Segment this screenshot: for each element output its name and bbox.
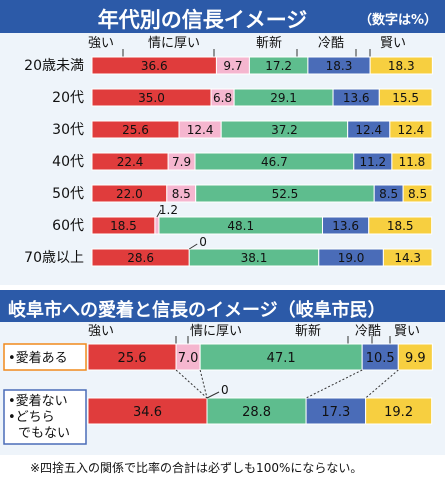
category-label: 40代 [52,154,84,170]
data-label: 35.0 [138,91,165,105]
data-label: 22.4 [117,155,144,169]
age-chart-title: 年代別の信長イメージ [97,8,308,32]
data-label: 18.3 [326,59,353,73]
data-label: 18.5 [110,219,137,233]
data-label: 8.5 [172,187,191,201]
data-label: 12.4 [187,123,214,137]
data-label: 13.6 [332,219,359,233]
data-label: 12.4 [398,123,425,137]
bar-segment [361,343,399,371]
unit-note: （数字は%） [358,13,437,28]
callout-leader [156,209,162,218]
data-label: 11.2 [359,155,386,169]
attachment-chart-header: 岐阜市への愛着と信長のイメージ（岐阜市民） [0,290,445,322]
bar-segment [369,56,433,75]
data-label: 52.5 [272,187,299,201]
bar-segment [154,216,160,235]
legend-label-4: 冷酷 [318,36,344,51]
category-label: 60代 [52,218,84,234]
bar-segment [199,343,363,371]
bar-segment [391,152,433,171]
data-label: 17.2 [265,59,292,73]
footnote: ※四捨五入の関係で比率の合計は必ずしも100%にならない。 [30,461,363,475]
data-label: 47.1 [267,351,296,366]
data-label: 9.9 [405,351,426,366]
data-label: 38.1 [241,251,268,265]
bar-segment [402,184,433,203]
category-label: 20歳未満 [24,58,84,74]
callout-leader [206,391,220,399]
data-label: 10.5 [366,351,395,366]
bar-segment [378,88,433,107]
category-label: 70歳以上 [24,250,84,266]
legend2-label-5: 賢い [394,324,420,339]
callout-label: 0 [221,383,229,397]
connector-line [175,369,208,399]
data-label: 37.2 [271,123,298,137]
bar-segment [365,397,433,425]
legend2-label-4: 冷酷 [355,324,381,339]
connector-line [365,369,399,399]
data-label: 28.6 [127,251,154,265]
category-label: 30代 [52,122,84,138]
data-label: 25.6 [118,351,147,366]
attachment-chart-title: 岐阜市への愛着と信長のイメージ（岐阜市民） [8,300,386,321]
bar-segment [87,397,208,425]
data-label: 17.3 [321,405,350,420]
bar-segment [382,248,433,267]
bar-segment [175,343,201,371]
bar-segment [206,397,307,425]
data-label: 34.6 [133,405,162,420]
legend2-label-1: 強い [88,324,114,339]
data-label: 46.7 [261,155,288,169]
data-label: 29.1 [270,91,297,105]
bar-segment [368,216,433,235]
age-chart-panel: 年代別の信長イメージ （数字は%） [0,0,445,285]
legend2-label-3: 斬新 [295,323,321,339]
data-label: 14.3 [394,251,421,265]
data-label: 6.8 [213,91,232,105]
data-label: 18.5 [387,219,414,233]
category-label: 50代 [52,186,84,202]
category-label: •愛着ある [8,350,68,366]
category-box-2 [3,389,87,445]
data-label: 48.1 [227,219,254,233]
data-label: 13.6 [343,91,370,105]
category-label: でもない [18,426,70,441]
data-label: 15.5 [392,91,419,105]
age-chart-header: 年代別の信長イメージ （数字は%） [0,0,445,33]
data-label: 7.9 [172,155,191,169]
legend2-label-2: 情に厚い [190,324,242,339]
bar-segment [389,120,433,139]
legend-label-3: 斬新 [256,35,282,51]
data-label: 8.5 [408,187,427,201]
connector-line [305,369,363,399]
legend-label-2: 情に厚い [148,36,200,51]
data-label: 18.3 [388,59,415,73]
data-label: 36.6 [141,59,168,73]
data-label: 7.0 [178,351,199,366]
category-box-1 [3,343,87,371]
data-label: 11.8 [399,155,426,169]
category-label: •愛着ない [8,393,68,409]
callout-label: 0 [199,235,207,249]
data-label: 9.7 [223,59,242,73]
data-label: 28.8 [242,405,271,420]
bar-segment [397,343,433,371]
data-label: 8.5 [379,187,398,201]
category-label: •どちら [8,410,55,425]
category-label: 20代 [52,90,84,106]
connector-line [199,369,208,399]
legend-label-5: 賢い [380,36,406,51]
data-label: 22.0 [116,187,143,201]
data-label: 19.0 [338,251,365,265]
data-label: 25.6 [122,123,149,137]
callout-label: 1.2 [159,203,178,217]
legend-label-1: 強い [88,36,114,51]
callout-leader [188,243,198,250]
data-label: 12.4 [355,123,382,137]
data-label: 19.2 [384,405,413,420]
attachment-chart-panel: 岐阜市への愛着と信長のイメージ（岐阜市民） [0,290,445,455]
